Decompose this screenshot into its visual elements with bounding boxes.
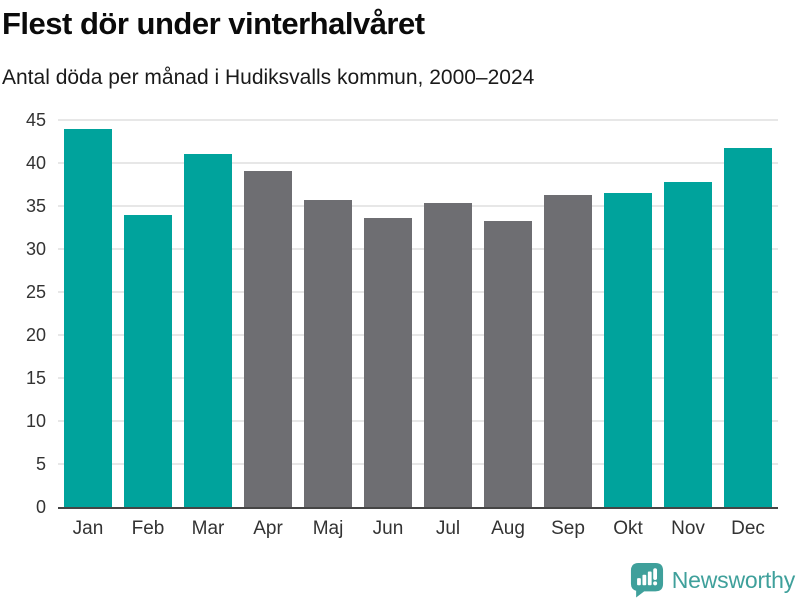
bar-jul [424,202,472,507]
gridline-30 [58,248,778,250]
bar-chart-speech-bubble-icon [630,562,664,598]
gridline-20 [58,334,778,336]
bar-jun [364,218,412,507]
x-tick-label-sep: Sep [551,518,585,539]
x-tick-label-aug: Aug [491,518,525,539]
bar-feb [124,214,172,507]
x-tick-label-okt: Okt [613,518,643,539]
x-axis-line [58,506,778,509]
x-tick-label-jun: Jun [372,518,404,539]
gridline-10 [58,420,778,422]
bar-apr [244,170,292,507]
y-tick-label-20: 20 [25,325,46,345]
brand-name: Newsworthy [671,566,795,593]
y-tick-label-30: 30 [25,239,46,259]
bar-okt [604,193,652,507]
gridline-15 [58,377,778,379]
gridline-35 [58,205,778,207]
bar-mar [184,153,232,507]
chart-subtitle: Antal döda per månad i Hudiksvalls kommu… [2,66,535,89]
y-tick-label-15: 15 [25,368,46,388]
y-tick-label-5: 5 [35,454,46,474]
x-tick-label-feb: Feb [131,518,165,539]
y-tick-label-10: 10 [25,411,46,431]
bar-dec [724,147,772,507]
gridline-40 [58,162,778,164]
gridline-25 [58,291,778,293]
y-tick-label-45: 45 [25,110,46,130]
x-tick-label-dec: Dec [731,518,765,539]
bar-nov [664,181,712,507]
brand-footer: Newsworthy [630,562,795,598]
x-tick-label-maj: Maj [312,518,344,539]
gridline-45 [58,119,778,121]
y-tick-label-40: 40 [25,153,46,173]
x-tick-label-jan: Jan [72,518,104,539]
x-tick-label-nov: Nov [671,518,705,539]
x-tick-label-jul: Jul [435,518,461,539]
y-tick-label-35: 35 [25,196,46,216]
x-tick-label-mar: Mar [191,518,225,539]
y-tick-label-25: 25 [25,282,46,302]
chart-title: Flest dör under vinterhalvåret [2,6,425,41]
bar-jan [64,128,112,507]
gridline-5 [58,463,778,465]
x-tick-label-apr: Apr [253,518,283,539]
bar-aug [484,221,532,507]
y-tick-label-0: 0 [35,497,46,517]
bar-sep [544,194,592,507]
bar-maj [304,199,352,507]
